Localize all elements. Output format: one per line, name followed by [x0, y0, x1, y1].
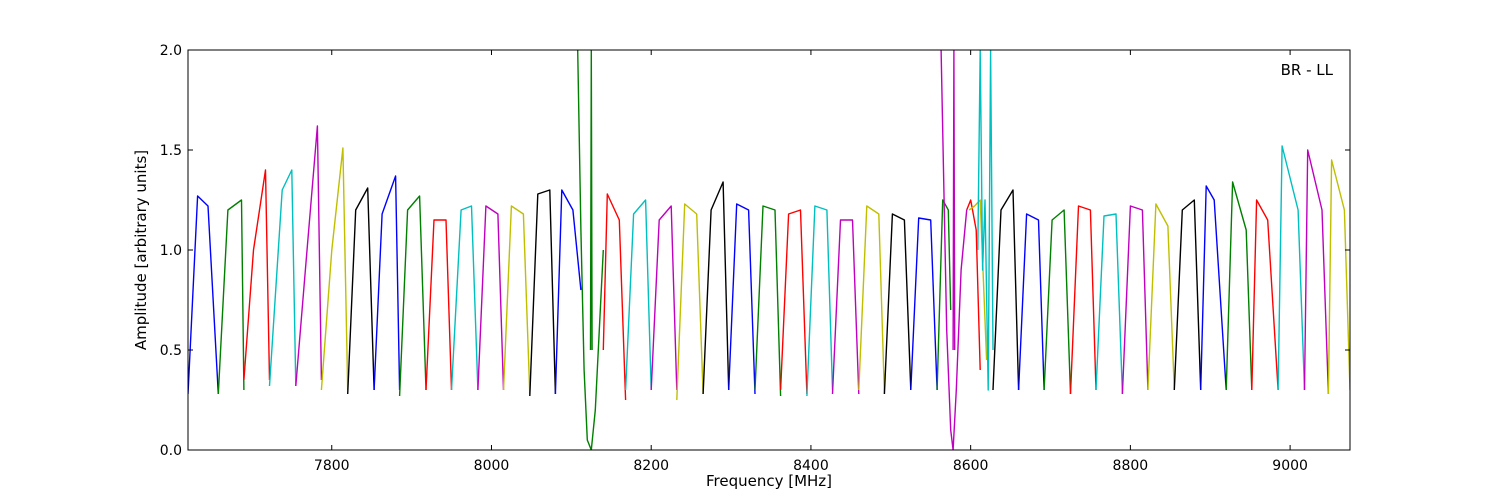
series-line-19	[650, 205, 678, 391]
series-line-12	[502, 205, 531, 395]
x-tick-label: 9000	[1272, 458, 1308, 474]
series-line-31	[940, 50, 968, 450]
series-line-38	[1043, 209, 1072, 395]
series-line-9	[425, 219, 453, 391]
series-line-10	[450, 205, 479, 391]
series-line-20	[676, 203, 704, 401]
series-line-32	[952, 50, 956, 351]
series-line-35	[977, 50, 994, 391]
series-line-34	[968, 199, 988, 361]
series-line-0	[188, 195, 219, 395]
series-line-37	[1017, 213, 1045, 391]
series-layer	[188, 50, 1350, 450]
series-line-36	[992, 189, 1020, 391]
series-line-15	[577, 50, 604, 450]
series-line-46	[1251, 199, 1279, 391]
y-axis: 0.0 0.5 1.0 1.5 2.0	[160, 43, 1350, 459]
series-line-41	[1121, 205, 1149, 395]
series-line-17	[602, 193, 627, 401]
series-line-24	[779, 209, 808, 395]
series-line-4	[295, 125, 323, 387]
series-line-16	[589, 50, 593, 351]
series-line-39	[1069, 205, 1097, 395]
series-line-23	[754, 205, 782, 397]
y-axis-label: Amplitude [arbitrary units]	[132, 150, 150, 350]
series-line-2	[243, 169, 271, 381]
series-line-48	[1303, 149, 1330, 395]
series-line-47	[1277, 145, 1306, 391]
series-line-22	[728, 203, 756, 395]
y-tick-label: 0.0	[160, 443, 182, 459]
x-tick-label: 7800	[314, 458, 350, 474]
series-line-5	[320, 147, 349, 391]
series-line-1	[217, 199, 245, 395]
series-line-25	[806, 205, 834, 397]
series-line-18	[624, 199, 652, 391]
y-tick-label: 0.5	[160, 343, 182, 359]
x-axis: 7800 8000 8200 8400 8600 8800 9000	[314, 50, 1308, 474]
series-line-28	[883, 213, 912, 395]
x-axis-label: Frequency [MHz]	[706, 472, 832, 490]
y-tick-label: 2.0	[160, 43, 182, 59]
y-tick-label: 1.0	[160, 243, 182, 259]
series-line-6	[347, 187, 375, 395]
series-line-40	[1095, 213, 1124, 395]
x-tick-label: 8000	[474, 458, 510, 474]
series-line-14	[554, 189, 582, 395]
series-line-42	[1147, 203, 1175, 391]
series-line-49	[1327, 159, 1350, 395]
series-line-30	[936, 199, 952, 391]
series-line-13	[529, 189, 557, 397]
series-line-45	[1225, 181, 1253, 391]
series-line-3	[268, 169, 297, 387]
series-line-29	[910, 217, 938, 391]
x-tick-label: 8600	[953, 458, 989, 474]
series-line-11	[477, 205, 505, 391]
x-tick-label: 8800	[1113, 458, 1149, 474]
series-line-33	[966, 199, 981, 371]
series-line-27	[858, 205, 886, 395]
y-tick-label: 1.5	[160, 143, 182, 159]
series-line-26	[831, 219, 860, 395]
series-line-44	[1200, 185, 1227, 391]
series-line-21	[702, 181, 730, 395]
series-line-8	[398, 195, 427, 397]
series-line-43	[1173, 199, 1202, 391]
x-tick-label: 8400	[793, 458, 829, 474]
x-tick-label: 8200	[633, 458, 669, 474]
chart-annotation: BR - LL	[1281, 61, 1334, 79]
series-line-7	[373, 175, 401, 391]
